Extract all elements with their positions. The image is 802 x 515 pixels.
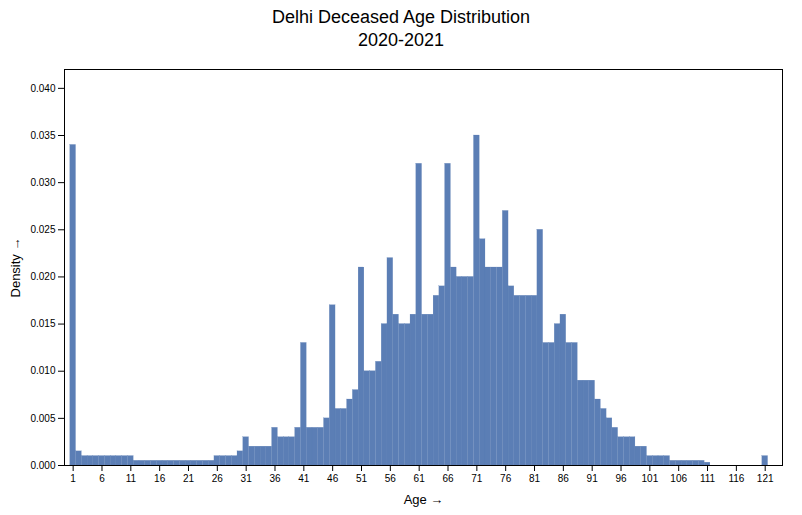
- svg-text:91: 91: [587, 473, 599, 484]
- svg-text:56: 56: [385, 473, 397, 484]
- svg-text:41: 41: [298, 473, 310, 484]
- svg-text:21: 21: [183, 473, 195, 484]
- svg-text:0.005: 0.005: [30, 413, 55, 424]
- svg-text:71: 71: [471, 473, 483, 484]
- svg-text:31: 31: [241, 473, 253, 484]
- svg-text:0.035: 0.035: [30, 130, 55, 141]
- svg-text:121: 121: [757, 473, 774, 484]
- svg-text:0.015: 0.015: [30, 318, 55, 329]
- svg-text:0.010: 0.010: [30, 365, 55, 376]
- svg-text:116: 116: [728, 473, 744, 484]
- svg-text:76: 76: [500, 473, 512, 484]
- svg-text:0.020: 0.020: [30, 271, 55, 282]
- svg-text:1: 1: [70, 473, 76, 484]
- svg-text:96: 96: [615, 473, 627, 484]
- svg-text:81: 81: [529, 473, 541, 484]
- svg-text:0.025: 0.025: [30, 224, 55, 235]
- svg-text:51: 51: [356, 473, 368, 484]
- svg-text:26: 26: [212, 473, 224, 484]
- html-text:Delhi Deceased Age Distributio: Delhi Deceased Age Distribution 2020-202…: [271, 7, 531, 50]
- svg-text:Age →: Age →: [404, 492, 444, 507]
- svg-text:0.030: 0.030: [30, 177, 55, 188]
- svg-text:Density →: Density →: [8, 238, 23, 298]
- svg-text:46: 46: [327, 473, 339, 484]
- svg-text:6: 6: [99, 473, 105, 484]
- svg-text:111: 111: [700, 473, 716, 484]
- svg-text:16: 16: [154, 473, 166, 484]
- svg-text:11: 11: [126, 473, 137, 484]
- svg-text:61: 61: [414, 473, 426, 484]
- svg-text:106: 106: [670, 473, 687, 484]
- svg-text:86: 86: [558, 473, 570, 484]
- svg-text:66: 66: [442, 473, 454, 484]
- svg-text:0.000: 0.000: [30, 460, 55, 471]
- svg-text:0.040: 0.040: [30, 83, 55, 94]
- svg-text:101: 101: [642, 473, 659, 484]
- svg-text:36: 36: [269, 473, 281, 484]
